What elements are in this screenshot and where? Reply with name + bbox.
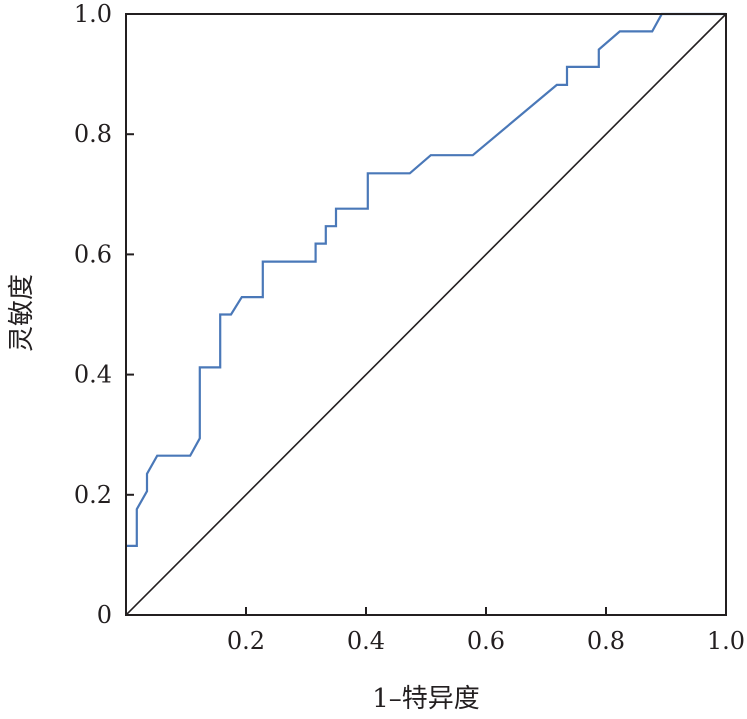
plot-frame: [125, 13, 727, 616]
x-tick-label: 0.2: [227, 627, 265, 655]
roc-curve-line: [126, 12, 726, 548]
x-tick-label: 0.8: [587, 627, 625, 655]
x-tick-label: 0.4: [347, 627, 385, 655]
reference-diagonal-line: [125, 13, 727, 616]
x-axis-title: 1–特异度: [372, 684, 480, 714]
y-tick-label: 0.4: [74, 361, 112, 389]
x-tick-label: 1.0: [707, 627, 745, 655]
y-axis-title: 灵敏度: [7, 274, 37, 352]
y-tick-label: 0.2: [74, 481, 112, 509]
y-tick-label: 0.6: [74, 240, 112, 268]
y-tick-label: 1.0: [74, 0, 112, 28]
x-tick-label: 0.6: [467, 627, 505, 655]
y-tick-label: 0: [97, 601, 112, 629]
y-tick-label: 0.8: [74, 120, 112, 148]
